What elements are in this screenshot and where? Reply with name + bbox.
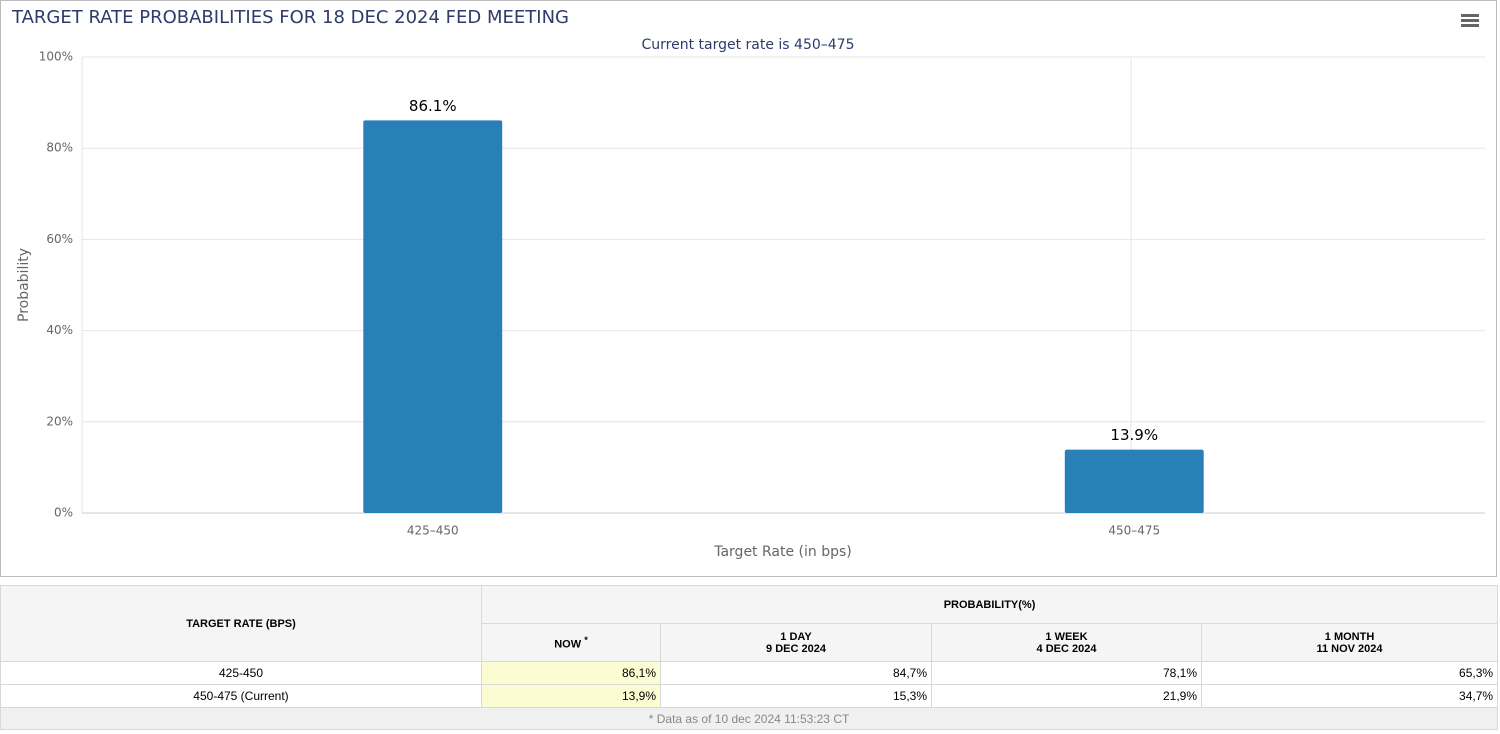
menu-bar: [1461, 19, 1479, 22]
menu-bar: [1461, 14, 1479, 17]
menu-button[interactable]: [1461, 14, 1479, 27]
cell: 34,7%: [1200, 684, 1499, 708]
x-tick-label: 425–450: [407, 524, 459, 538]
header-cell: TARGET RATE (BPS): [0, 585, 482, 662]
cell: 13,9%: [481, 684, 661, 708]
header-cell: 1 WEEK 4 DEC 2024: [931, 623, 1202, 662]
header-date: 11 NOV 2024: [1316, 642, 1383, 655]
chart-title: TARGET RATE PROBABILITIES FOR 18 DEC 202…: [11, 7, 569, 28]
header-label: NOW: [554, 638, 582, 651]
header-label: 1 DAY: [780, 630, 812, 643]
header-date: 4 DEC 2024: [1036, 642, 1097, 655]
cell: 86,1%: [481, 661, 661, 685]
menu-bar: [1461, 24, 1479, 27]
bar: [363, 120, 503, 513]
row-header: 450-475 (Current): [0, 684, 482, 708]
cell: 65,3%: [1200, 661, 1499, 685]
y-tick-label: 60%: [46, 232, 73, 246]
header-label: 1 WEEK: [1045, 630, 1088, 643]
cell: 21,9%: [931, 684, 1202, 708]
chart: TARGET RATE PROBABILITIES FOR 18 DEC 202…: [0, 0, 1497, 577]
y-tick-label: 0%: [54, 506, 73, 520]
y-tick-label: 80%: [46, 141, 73, 155]
header-date: 9 DEC 2024: [766, 642, 826, 655]
x-axis-title: Target Rate (in bps): [713, 544, 852, 560]
y-axis-title: Probability: [16, 248, 32, 322]
y-tick-label: 40%: [46, 323, 73, 337]
chart-subtitle: Current target rate is 450–475: [641, 37, 854, 53]
header-cell: NOW *: [481, 623, 661, 662]
header-cell: 1 MONTH 11 NOV 2024: [1200, 623, 1499, 662]
bar: [1064, 449, 1204, 513]
y-tick-label: 20%: [46, 414, 73, 428]
header-cell: PROBABILITY(%): [480, 585, 1499, 624]
value-label: 13.9%: [1110, 426, 1158, 444]
row-header: 425-450: [0, 661, 482, 685]
x-tick-label: 450–475: [1108, 524, 1160, 538]
y-tick-label: 100%: [39, 50, 73, 64]
footnote: * Data as of 10 dec 2024 11:53:23 CT: [0, 707, 1499, 730]
cell: 78,1%: [931, 661, 1202, 685]
header-cell: 1 DAY 9 DEC 2024: [660, 623, 932, 662]
header-label: 1 MONTH: [1324, 630, 1375, 643]
chart-frame: [0, 0, 1497, 577]
cell: 84,7%: [660, 661, 932, 685]
header-note: *: [584, 634, 588, 645]
value-label: 86.1%: [409, 97, 457, 115]
probability-table: TARGET RATE (BPS) PROBABILITY(%) NOW * 1…: [0, 585, 1499, 730]
cell: 15,3%: [660, 684, 932, 708]
